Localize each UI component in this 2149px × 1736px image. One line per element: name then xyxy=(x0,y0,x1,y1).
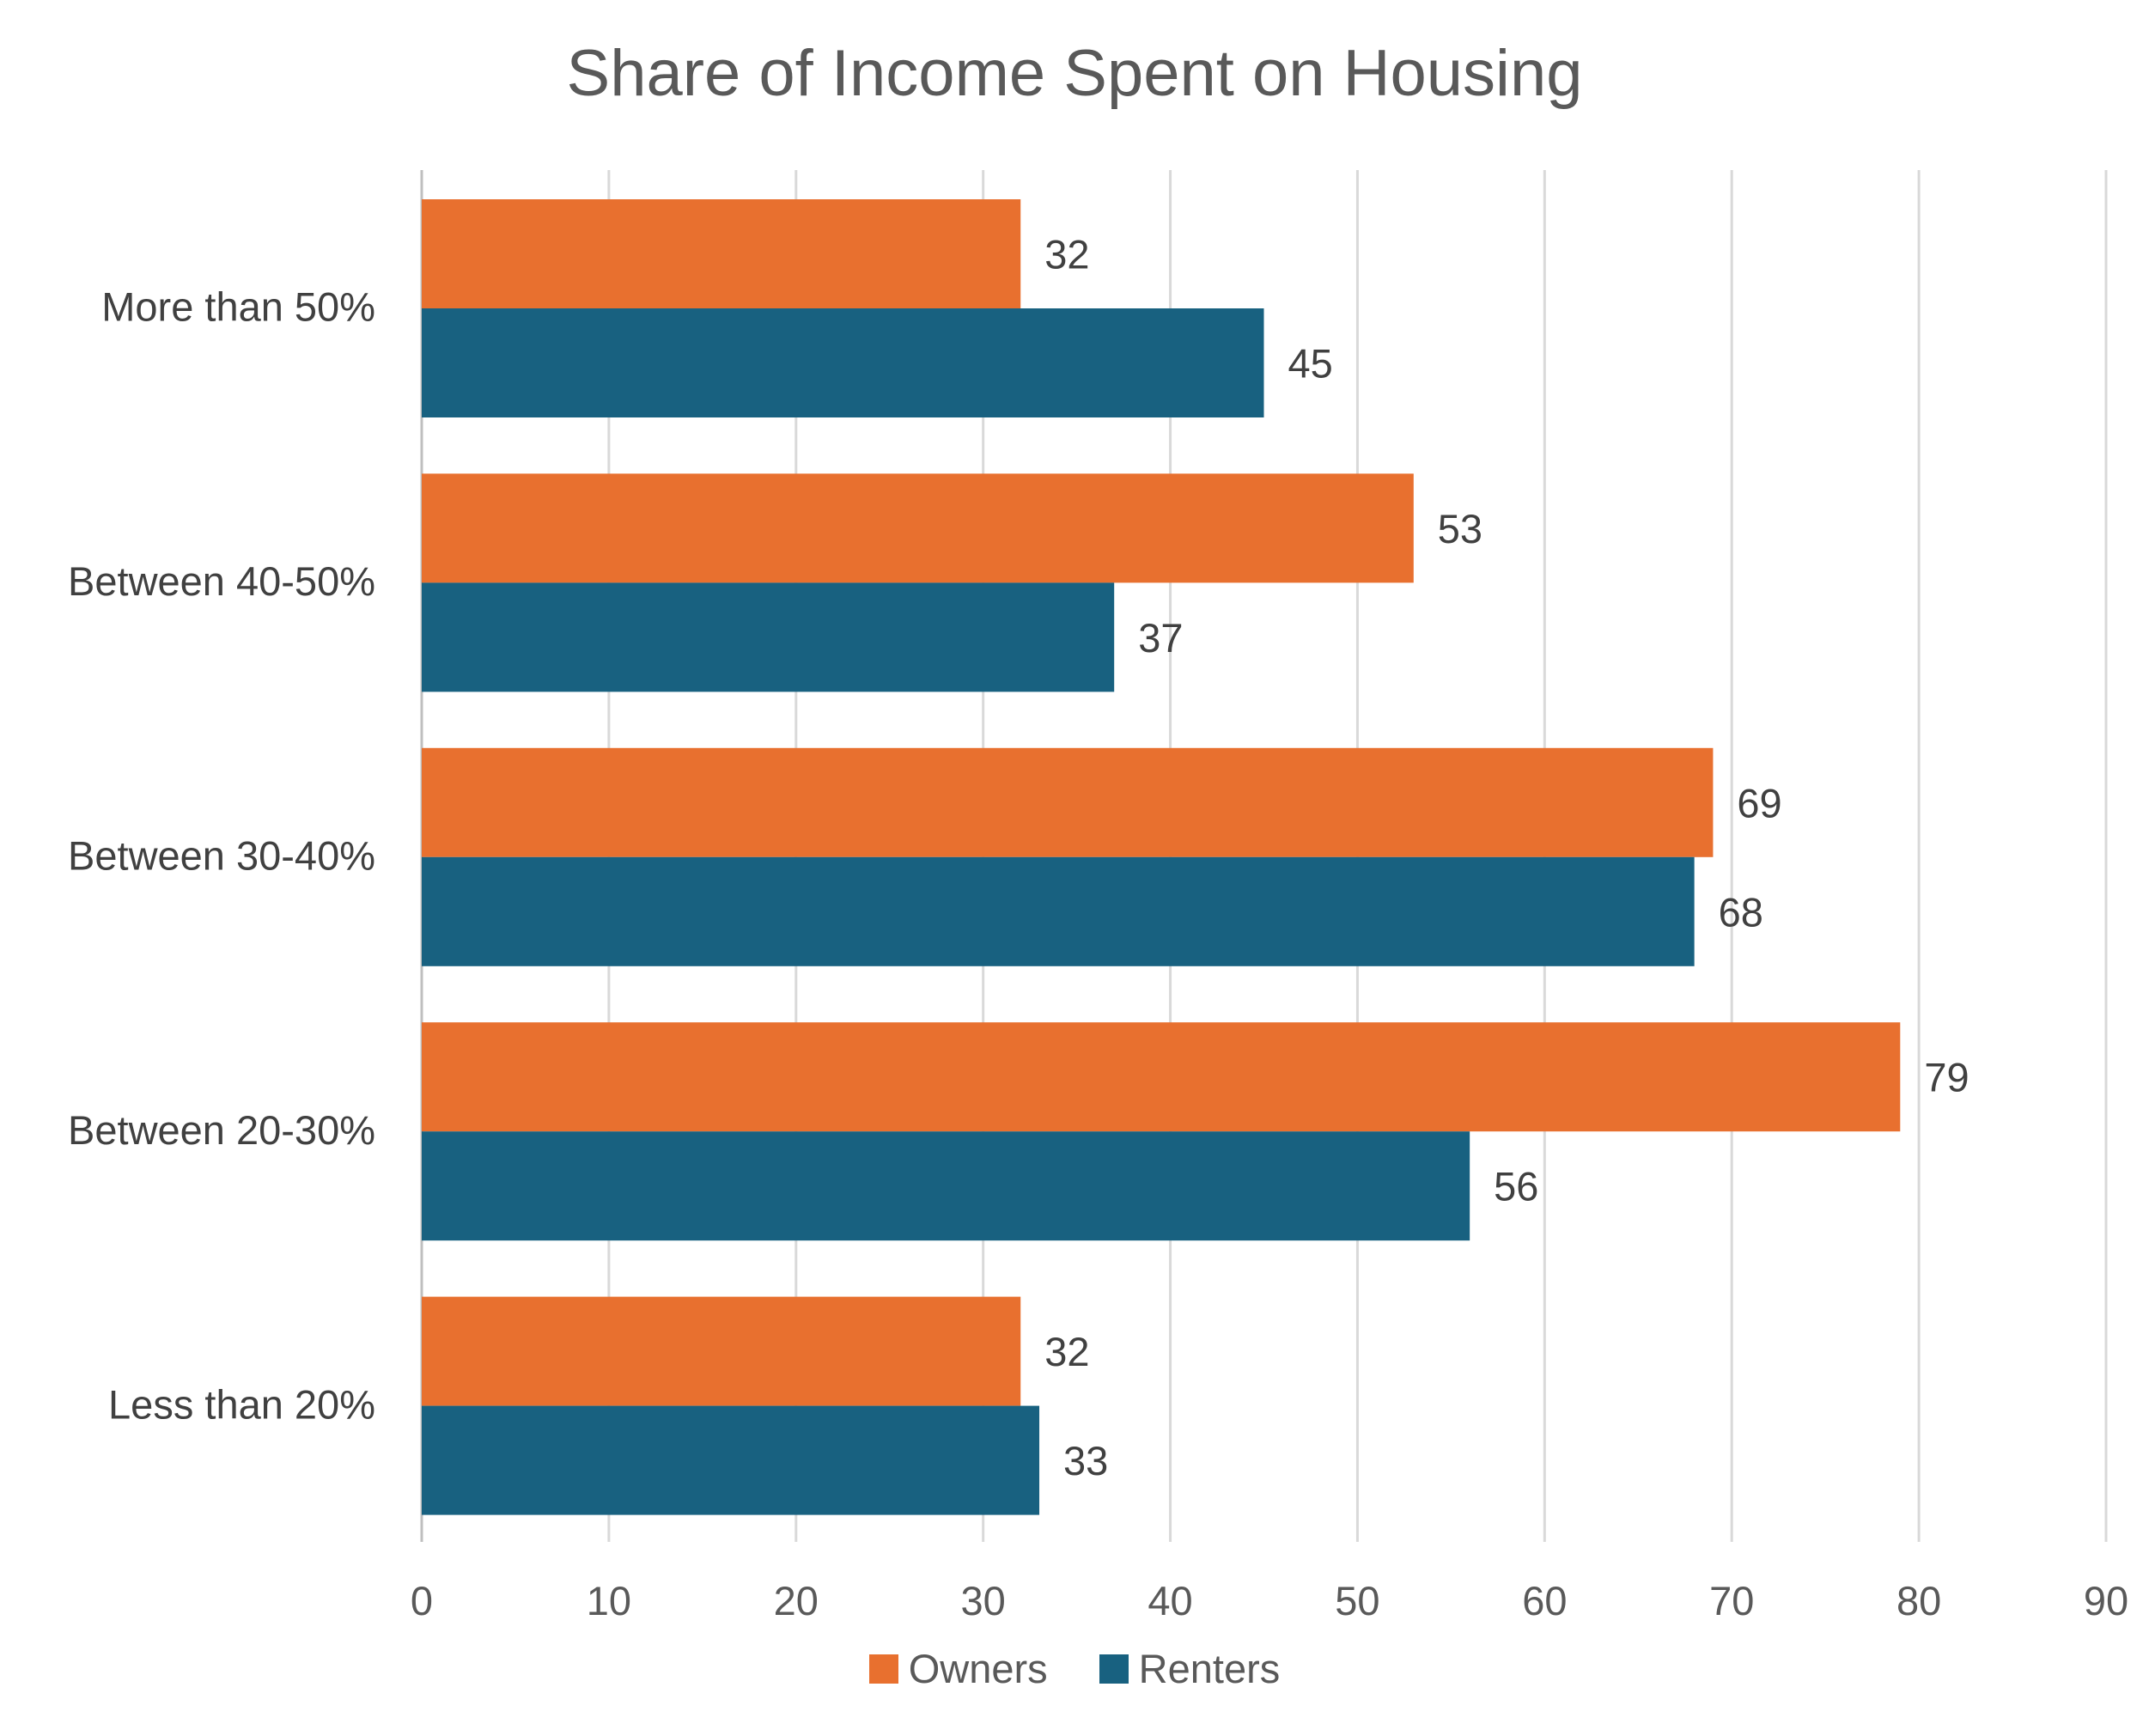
category-label: Less than 20% xyxy=(108,1381,375,1427)
bar-owners-4 xyxy=(422,1296,1021,1406)
bar-renters-2 xyxy=(422,856,1695,966)
legend: Owners Renters xyxy=(0,1645,2149,1692)
x-tick-label-40: 40 xyxy=(1148,1578,1192,1623)
legend-swatch-owners xyxy=(868,1654,898,1684)
legend-swatch-renters xyxy=(1099,1654,1129,1684)
data-labels: 32 45 53 37 69 68 79 56 32 33 xyxy=(1044,232,1969,1484)
data-label-renters-2: 68 xyxy=(1719,889,1763,935)
data-label-renters-0: 45 xyxy=(1288,341,1333,387)
category-label: Between 20-30% xyxy=(68,1107,375,1153)
bar-owners-3 xyxy=(422,1022,1901,1132)
x-tick-label-30: 30 xyxy=(961,1578,1006,1623)
data-label-renters-3: 56 xyxy=(1494,1164,1538,1209)
x-tick-label-10: 10 xyxy=(587,1578,631,1623)
x-tick-label-60: 60 xyxy=(1522,1578,1567,1623)
bar-owners-1 xyxy=(422,473,1414,583)
x-tick-label-80: 80 xyxy=(1896,1578,1941,1623)
bar-owners-0 xyxy=(422,199,1021,308)
legend-item-owners: Owners xyxy=(868,1645,1048,1692)
data-label-owners-2: 69 xyxy=(1737,780,1781,825)
x-tick-label-20: 20 xyxy=(774,1578,819,1623)
legend-label-owners: Owners xyxy=(908,1646,1048,1691)
category-label: Between 40-50% xyxy=(68,558,375,604)
x-tick-label-50: 50 xyxy=(1335,1578,1379,1623)
bar-renters-3 xyxy=(422,1131,1470,1241)
x-tick-label-70: 70 xyxy=(1709,1578,1754,1623)
bar-renters-4 xyxy=(422,1405,1040,1515)
bar-owners-2 xyxy=(422,747,1714,857)
bar-renters-1 xyxy=(422,582,1115,692)
category-axis: More than 50% Between 40-50% Between 30-40… xyxy=(68,284,375,1428)
data-label-owners-3: 79 xyxy=(1924,1055,1969,1100)
data-label-owners-4: 32 xyxy=(1044,1329,1089,1374)
data-label-renters-4: 33 xyxy=(1063,1438,1108,1483)
x-tick-label-90: 90 xyxy=(2084,1578,2128,1623)
bar-renters-0 xyxy=(422,308,1264,417)
data-label-owners-0: 32 xyxy=(1044,232,1089,277)
value-axis: 0 10 20 30 40 50 60 70 80 90 xyxy=(411,1578,2128,1623)
x-tick-label-0: 0 xyxy=(411,1578,433,1623)
data-label-owners-1: 53 xyxy=(1438,506,1482,551)
chart-title: Share of Income Spent on Housing xyxy=(566,37,1583,110)
legend-item-renters: Renters xyxy=(1099,1645,1281,1692)
data-label-renters-1: 37 xyxy=(1138,615,1183,661)
bars xyxy=(422,199,1901,1515)
category-label: More than 50% xyxy=(101,284,375,330)
legend-label-renters: Renters xyxy=(1138,1646,1281,1691)
category-label: Between 30-40% xyxy=(68,833,375,879)
